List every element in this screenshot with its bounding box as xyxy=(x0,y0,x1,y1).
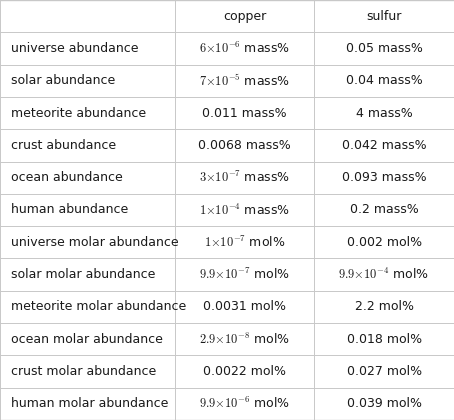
Text: $1{\times}10^{-7}$ mol%: $1{\times}10^{-7}$ mol% xyxy=(204,235,285,250)
Text: 0.027 mol%: 0.027 mol% xyxy=(346,365,422,378)
Text: 0.011 mass%: 0.011 mass% xyxy=(202,107,287,120)
Text: universe abundance: universe abundance xyxy=(11,42,139,55)
Text: sulfur: sulfur xyxy=(366,10,402,23)
Text: 0.0022 mol%: 0.0022 mol% xyxy=(203,365,286,378)
Text: 0.0068 mass%: 0.0068 mass% xyxy=(198,139,291,152)
Text: 0.05 mass%: 0.05 mass% xyxy=(345,42,423,55)
Text: meteorite abundance: meteorite abundance xyxy=(11,107,147,120)
Text: crust molar abundance: crust molar abundance xyxy=(11,365,157,378)
Text: 0.2 mass%: 0.2 mass% xyxy=(350,204,419,216)
Text: human abundance: human abundance xyxy=(11,204,128,216)
Text: $2.9{\times}10^{-8}$ mol%: $2.9{\times}10^{-8}$ mol% xyxy=(199,332,290,347)
Text: meteorite molar abundance: meteorite molar abundance xyxy=(11,300,187,313)
Text: $9.9{\times}10^{-4}$ mol%: $9.9{\times}10^{-4}$ mol% xyxy=(339,267,429,282)
Text: universe molar abundance: universe molar abundance xyxy=(11,236,179,249)
Text: $7{\times}10^{-5}$ mass%: $7{\times}10^{-5}$ mass% xyxy=(199,73,290,89)
Text: 0.093 mass%: 0.093 mass% xyxy=(342,171,426,184)
Text: $6{\times}10^{-6}$ mass%: $6{\times}10^{-6}$ mass% xyxy=(199,41,290,56)
Text: 4 mass%: 4 mass% xyxy=(356,107,413,120)
Text: $1{\times}10^{-4}$ mass%: $1{\times}10^{-4}$ mass% xyxy=(199,202,290,218)
Text: ocean abundance: ocean abundance xyxy=(11,171,123,184)
Text: 0.002 mol%: 0.002 mol% xyxy=(346,236,422,249)
Text: 0.018 mol%: 0.018 mol% xyxy=(346,333,422,346)
Text: copper: copper xyxy=(223,10,266,23)
Text: $9.9{\times}10^{-7}$ mol%: $9.9{\times}10^{-7}$ mol% xyxy=(199,267,290,282)
Text: 0.04 mass%: 0.04 mass% xyxy=(345,74,423,87)
Text: crust abundance: crust abundance xyxy=(11,139,117,152)
Text: solar abundance: solar abundance xyxy=(11,74,116,87)
Text: $9.9{\times}10^{-6}$ mol%: $9.9{\times}10^{-6}$ mol% xyxy=(199,396,290,411)
Text: 0.039 mol%: 0.039 mol% xyxy=(346,397,422,410)
Text: 2.2 mol%: 2.2 mol% xyxy=(355,300,414,313)
Text: 0.0031 mol%: 0.0031 mol% xyxy=(203,300,286,313)
Text: $3{\times}10^{-7}$ mass%: $3{\times}10^{-7}$ mass% xyxy=(199,170,290,185)
Text: ocean molar abundance: ocean molar abundance xyxy=(11,333,163,346)
Text: 0.042 mass%: 0.042 mass% xyxy=(342,139,426,152)
Text: human molar abundance: human molar abundance xyxy=(11,397,169,410)
Text: solar molar abundance: solar molar abundance xyxy=(11,268,156,281)
